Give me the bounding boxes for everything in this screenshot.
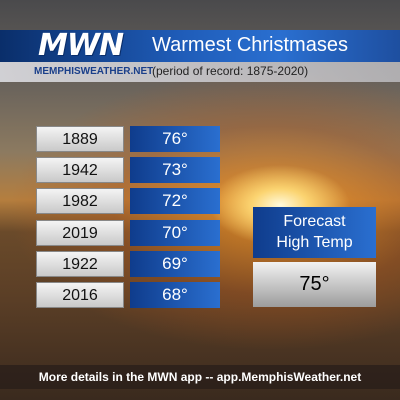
temp-cell: 68°: [130, 282, 220, 308]
forecast-label-line: Forecast: [283, 213, 346, 230]
subtitle: (period of record: 1875-2020): [152, 64, 309, 78]
year-cell: 1922: [36, 250, 124, 277]
forecast-label: Forecast High Temp: [253, 207, 376, 258]
temp-cell: 70°: [130, 219, 220, 246]
temp-cell: 76°: [130, 126, 220, 152]
year-cell: 1889: [36, 126, 124, 152]
year-cell: 2016: [36, 282, 124, 308]
forecast-value: 75°: [253, 262, 376, 307]
temp-cell: 73°: [130, 157, 220, 184]
site-name: MEMPHISWEATHER.NET: [34, 66, 154, 77]
temp-cell: 69°: [130, 250, 220, 277]
logo: MWN: [38, 28, 124, 63]
subtitle-band: [0, 62, 400, 82]
year-cell: 2019: [36, 219, 124, 246]
temp-cell: 72°: [130, 188, 220, 215]
title: Warmest Christmases: [152, 34, 348, 56]
title-banner: [0, 30, 400, 62]
year-cell: 1942: [36, 157, 124, 184]
footer: More details in the MWN app -- app.Memph…: [0, 365, 400, 389]
forecast-label-line: High Temp: [276, 234, 353, 251]
year-cell: 1982: [36, 188, 124, 215]
